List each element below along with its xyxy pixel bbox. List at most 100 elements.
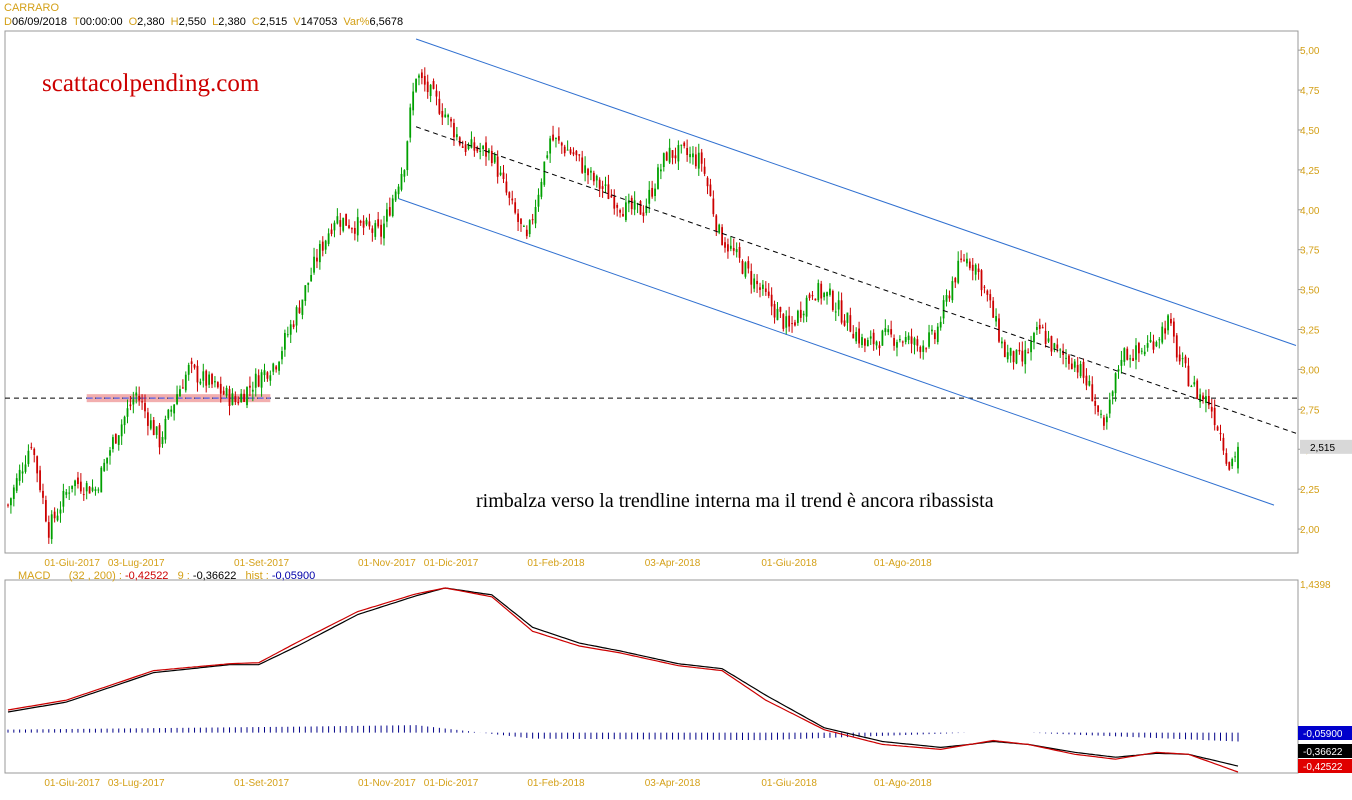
candle-body [724,242,726,248]
candle-body [625,202,627,221]
candle-body [840,300,843,323]
candle-body [187,364,190,375]
watermark-text: scattacolpending.com [42,70,260,97]
candle-body [642,212,645,217]
candle-body [817,283,820,301]
candle-body [237,401,240,404]
candle-body [339,220,342,227]
candle-body [307,282,310,285]
candle-body [1187,365,1190,387]
candle-body [552,134,554,141]
candle-body [933,332,936,340]
ohlc-label: T [73,16,80,28]
macd-line [7,587,1239,773]
ohlc-label: V [293,16,301,28]
candle-body [572,152,575,155]
hist-value: -0,05900 [271,570,316,582]
candle-body [1155,342,1158,347]
candle-body [1001,341,1003,344]
candle-body [432,81,435,89]
candle-body [677,145,680,162]
candle-body [1152,341,1155,350]
candle-body [645,205,648,214]
candle-body [692,153,694,158]
candle-body [85,483,88,492]
ohlc-value: 2,380 [218,16,246,28]
candle-body [359,221,362,223]
candle-body [1012,351,1015,363]
candle-body [878,345,881,349]
candle-body [747,261,750,269]
candle-body [531,219,534,221]
price-axis-label: 4,00 [1300,206,1320,217]
candle-body [957,260,960,283]
candle-body [77,477,79,484]
candle-body [269,375,272,381]
candle-body [409,107,412,138]
last-price-label: 2,515 [1310,443,1335,454]
candle-body [327,233,330,244]
candle-body [485,142,487,157]
ohlc-label: H [170,16,179,28]
candle-body [1047,338,1050,342]
candle-body [1082,361,1085,378]
candle-body [33,448,36,455]
candle-body [214,381,216,383]
candle-body [968,261,971,269]
candle-body [441,110,444,118]
candle-body [473,142,476,151]
macd-value-label: -0,05900 [1303,729,1343,740]
candle-body [1117,369,1120,372]
candle-body [435,90,438,97]
candle-body [566,149,569,151]
macd-value-box [1298,759,1352,773]
candle-body [100,467,103,493]
candle-body [1009,347,1012,356]
candle-body [890,329,893,335]
macd-value-box [1298,744,1352,758]
candle-body [53,511,56,519]
candle-body [386,209,388,222]
candle-body [931,329,933,332]
candle-body [546,155,549,158]
candle-body [569,149,572,154]
candle-body [1111,391,1114,397]
candle-body [881,330,884,346]
candle-body [622,213,624,217]
candle-body [144,402,146,412]
candle-body [1059,349,1062,351]
candle-body [820,283,823,299]
candle-body [1207,395,1210,406]
macd-date-axis-label: 01-Giu-2018 [761,778,817,789]
candle-body [826,292,828,297]
price-axis-label: 3,25 [1300,326,1320,337]
candle-body [884,328,887,332]
candle-body [627,200,630,204]
candle-body [447,114,450,118]
candle-body [371,228,374,233]
candle-body [353,227,356,234]
candle-body [88,486,91,494]
candle-body [91,487,94,491]
candle-body [756,280,758,285]
ohlc-label: C [251,16,260,28]
candle-body [651,187,654,197]
candle-body [762,284,764,289]
candle-body [1129,358,1132,360]
candle-body [21,471,24,474]
candle-body [1094,400,1097,406]
ohlc-value: 2,515 [259,16,288,28]
candle-body [65,492,68,495]
candle-body [1202,395,1204,400]
candle-body [47,522,50,538]
candle-body [490,150,493,164]
candle-body [706,177,709,187]
date-axis-label: 01-Dic-2017 [424,558,479,569]
candle-body [196,365,199,383]
candle-body [901,341,904,343]
candle-body [584,165,587,173]
macd-params: (32 , 200) : [68,570,122,582]
candle-body [971,264,974,271]
hist-label: hist : [245,570,269,582]
candle-body [869,336,872,339]
